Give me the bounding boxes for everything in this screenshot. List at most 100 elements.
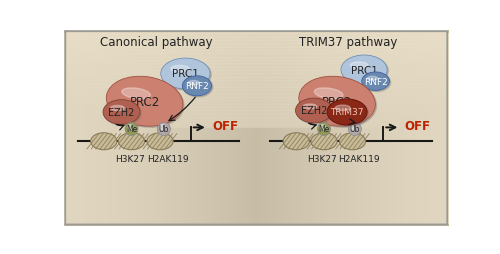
Bar [406,34,407,223]
Text: EZH2: EZH2 [301,106,327,116]
Bar [141,34,142,223]
Bar [171,34,172,223]
Bar [67,58,446,59]
Bar [206,34,207,223]
Bar [384,34,385,223]
Bar [194,34,196,223]
Bar [67,55,446,56]
Bar [67,94,446,95]
Ellipse shape [147,133,173,150]
Bar [251,34,252,223]
Bar [138,34,139,223]
Bar [198,34,200,223]
Ellipse shape [311,133,337,150]
Ellipse shape [363,74,390,92]
Bar [290,34,291,223]
Ellipse shape [184,78,212,98]
Bar [77,34,78,223]
Bar [67,50,446,51]
Bar [100,34,102,223]
Circle shape [160,125,165,130]
Bar [158,34,159,223]
Bar [67,39,446,40]
Bar [216,34,217,223]
Bar [284,34,286,223]
Bar [67,122,446,123]
Bar [67,57,446,58]
Bar [137,34,138,223]
Bar [232,34,233,223]
Bar [234,34,236,223]
Circle shape [320,125,325,130]
Bar [415,34,416,223]
Ellipse shape [108,78,184,128]
Bar [291,34,292,223]
Bar [67,49,446,50]
Bar [72,34,73,223]
Bar [414,34,415,223]
Bar [398,34,400,223]
Bar [338,34,340,223]
Ellipse shape [170,66,189,72]
Bar [67,36,446,37]
Circle shape [125,123,138,136]
Bar [377,34,378,223]
Bar [113,34,114,223]
Bar [404,34,405,223]
Bar [67,103,446,104]
Bar [119,34,120,223]
Bar [67,30,446,31]
Bar [67,100,446,101]
Bar [67,110,446,111]
Bar [84,34,86,223]
Bar [397,34,398,223]
Bar [213,34,214,223]
Bar [67,90,446,91]
Bar [116,34,117,223]
Bar [344,34,345,223]
Bar [67,42,446,43]
Text: Canonical pathway: Canonical pathway [100,36,212,49]
Bar [240,34,241,223]
Bar [266,34,267,223]
Bar [107,34,108,223]
Bar [417,34,418,223]
Bar [391,34,392,223]
Bar [378,34,380,223]
Ellipse shape [299,77,376,127]
Bar [277,34,278,223]
Bar [67,66,446,67]
Bar [223,34,224,223]
Bar [207,34,208,223]
Text: Me: Me [126,125,137,134]
Ellipse shape [300,78,376,128]
Bar [243,34,244,223]
Bar [372,34,374,223]
Bar [256,34,257,223]
Bar [324,34,325,223]
Bar [67,126,446,127]
Bar [357,34,358,223]
Bar [110,34,112,223]
Bar [370,34,371,223]
Bar [257,34,258,223]
Bar [67,118,446,119]
Text: PRC2: PRC2 [322,95,352,108]
Ellipse shape [90,133,117,150]
Bar [146,34,147,223]
Bar [159,34,160,223]
Bar [412,34,414,223]
Bar [350,34,351,223]
Bar [93,34,94,223]
Ellipse shape [350,63,368,69]
Bar [250,34,251,223]
Bar [132,34,133,223]
Bar [142,34,143,223]
Bar [233,34,234,223]
Bar [211,34,212,223]
Bar [288,34,290,223]
Text: OFF: OFF [212,120,238,133]
Bar [67,64,446,65]
Bar [310,34,311,223]
Bar [109,34,110,223]
